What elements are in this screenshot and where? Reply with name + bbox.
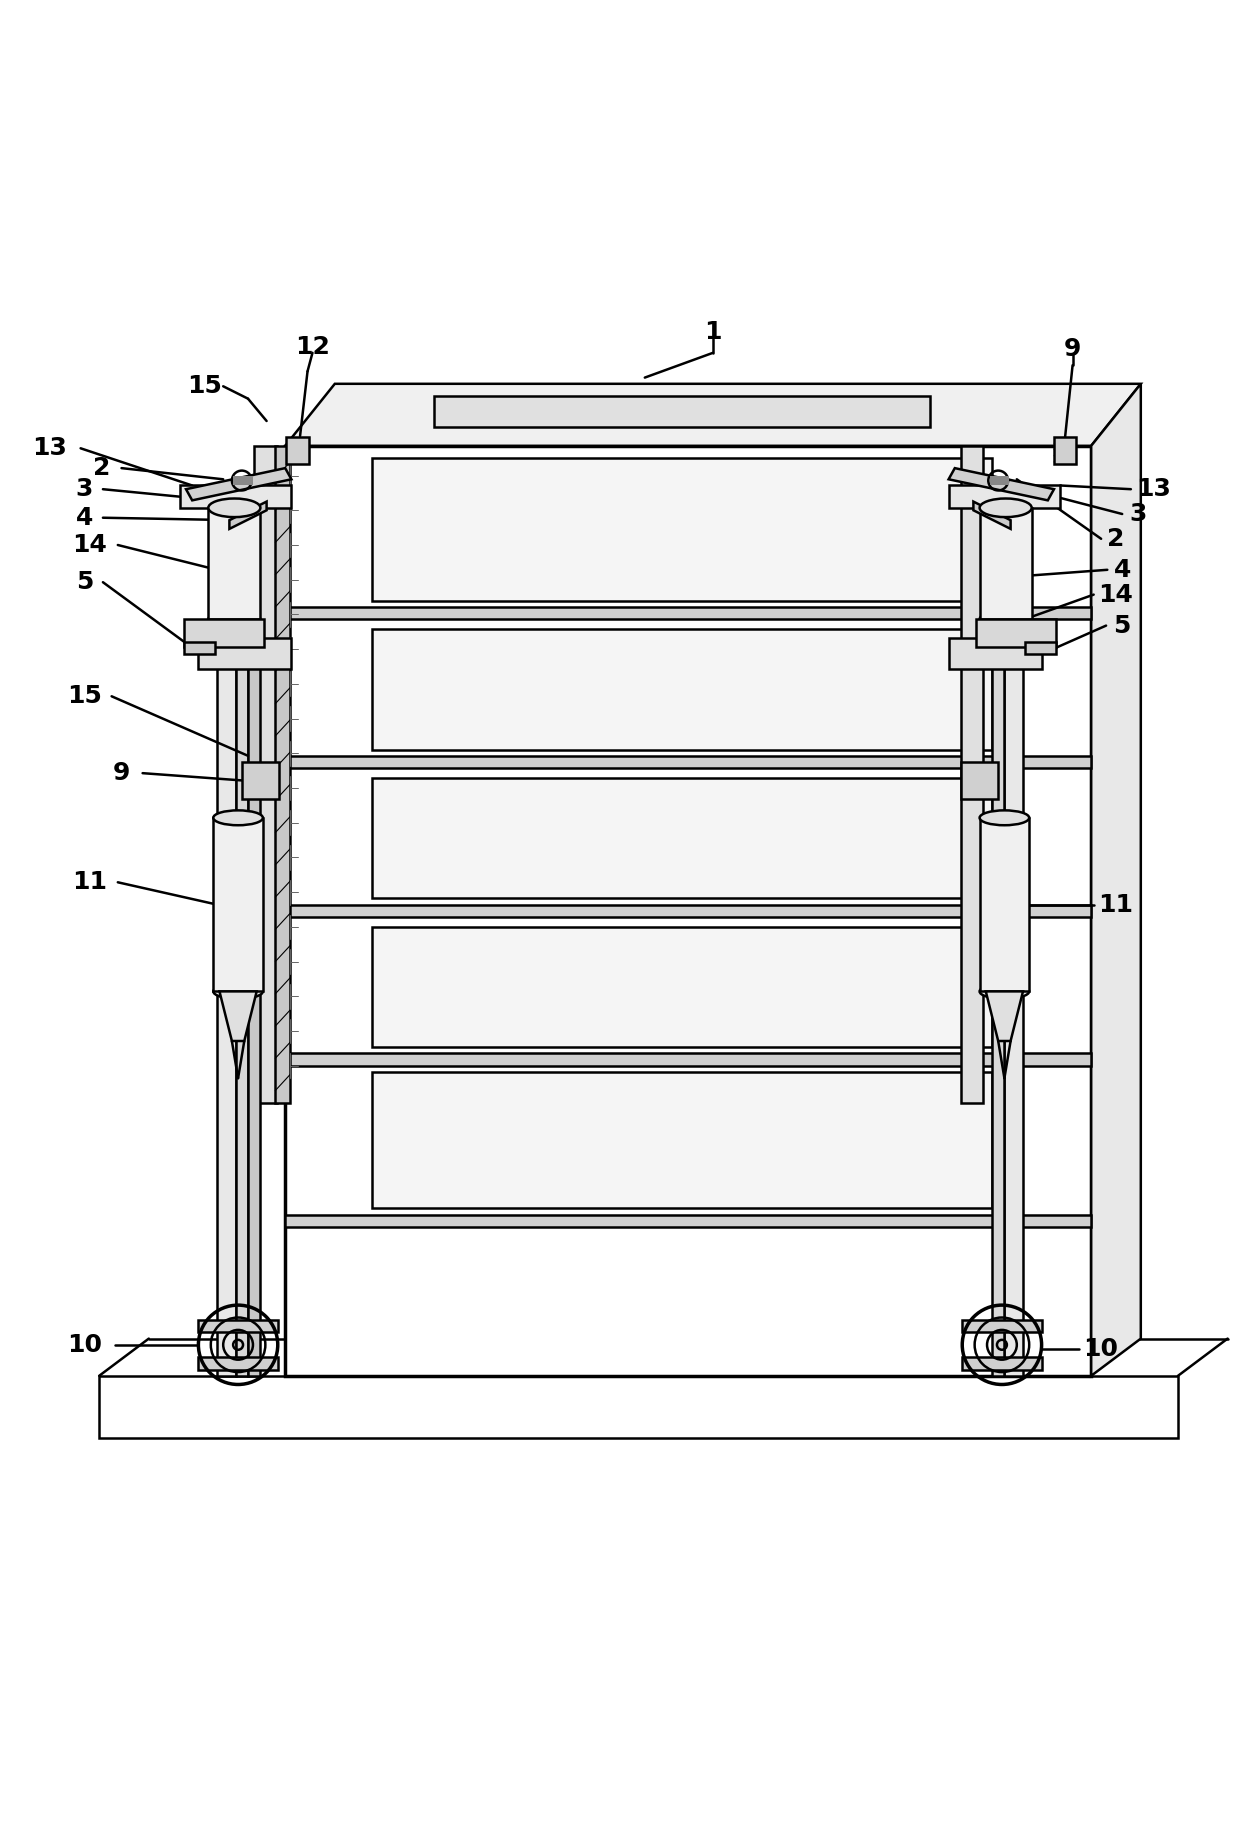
- Text: 2: 2: [1107, 526, 1125, 550]
- Bar: [992, 662, 1004, 1376]
- Bar: [980, 818, 1029, 992]
- Bar: [976, 620, 1056, 647]
- Polygon shape: [973, 503, 1011, 528]
- Bar: [285, 904, 1091, 917]
- Text: 5: 5: [76, 570, 93, 594]
- Bar: [372, 1073, 992, 1209]
- Text: 12: 12: [295, 334, 330, 359]
- Text: 14: 14: [1099, 583, 1133, 607]
- Bar: [434, 396, 930, 427]
- Bar: [242, 761, 279, 800]
- Text: 15: 15: [67, 684, 102, 708]
- Ellipse shape: [208, 611, 260, 629]
- Bar: [285, 1053, 1091, 1066]
- Polygon shape: [229, 503, 267, 528]
- Bar: [980, 508, 1032, 620]
- Bar: [184, 642, 215, 655]
- Ellipse shape: [208, 499, 260, 517]
- Text: 1: 1: [704, 319, 722, 343]
- Bar: [961, 446, 983, 1102]
- Text: 4: 4: [1114, 558, 1131, 581]
- Bar: [372, 778, 992, 899]
- Bar: [949, 638, 1042, 669]
- Text: 10: 10: [1084, 1337, 1118, 1361]
- Bar: [208, 508, 260, 620]
- Bar: [1004, 662, 1023, 1376]
- Text: 13: 13: [1136, 477, 1171, 501]
- Bar: [275, 446, 290, 1102]
- Bar: [372, 926, 992, 1047]
- Bar: [184, 620, 264, 647]
- Text: 10: 10: [67, 1333, 102, 1357]
- Polygon shape: [949, 468, 1054, 501]
- Ellipse shape: [980, 811, 1029, 825]
- Text: 11: 11: [72, 871, 107, 895]
- Bar: [233, 475, 253, 486]
- Bar: [961, 761, 998, 800]
- Bar: [198, 1357, 278, 1370]
- Text: 9: 9: [113, 761, 130, 785]
- Bar: [198, 1320, 278, 1331]
- Bar: [286, 436, 309, 464]
- Bar: [217, 662, 236, 1376]
- Bar: [990, 475, 1009, 486]
- Bar: [236, 662, 248, 1376]
- Text: 15: 15: [187, 374, 222, 398]
- Bar: [962, 1320, 1042, 1331]
- Bar: [213, 818, 263, 992]
- Text: 14: 14: [72, 534, 107, 558]
- Bar: [180, 486, 291, 508]
- Bar: [1054, 436, 1076, 464]
- Text: 11: 11: [1099, 893, 1133, 917]
- Bar: [285, 607, 1091, 620]
- Bar: [248, 662, 260, 1376]
- Polygon shape: [219, 992, 257, 1042]
- Text: 4: 4: [76, 506, 93, 530]
- Text: 3: 3: [76, 477, 93, 501]
- Polygon shape: [99, 1376, 1178, 1438]
- Bar: [372, 629, 992, 750]
- Ellipse shape: [213, 985, 263, 1000]
- Bar: [1025, 642, 1056, 655]
- Ellipse shape: [980, 985, 1029, 1000]
- Ellipse shape: [980, 499, 1032, 517]
- Bar: [285, 756, 1091, 768]
- Bar: [949, 486, 1060, 508]
- Ellipse shape: [213, 811, 263, 825]
- Bar: [962, 1357, 1042, 1370]
- Text: 3: 3: [1130, 503, 1147, 526]
- Text: 2: 2: [93, 457, 110, 481]
- Polygon shape: [1091, 383, 1141, 1376]
- Text: 9: 9: [1064, 337, 1081, 361]
- Bar: [254, 446, 277, 1102]
- Bar: [285, 446, 1091, 1376]
- Text: 13: 13: [32, 436, 67, 460]
- Bar: [372, 458, 992, 602]
- Polygon shape: [986, 992, 1023, 1042]
- Ellipse shape: [980, 611, 1032, 629]
- Bar: [198, 638, 291, 669]
- Text: 5: 5: [1114, 614, 1131, 638]
- Bar: [285, 1214, 1091, 1227]
- Polygon shape: [285, 383, 1141, 446]
- Polygon shape: [186, 468, 291, 501]
